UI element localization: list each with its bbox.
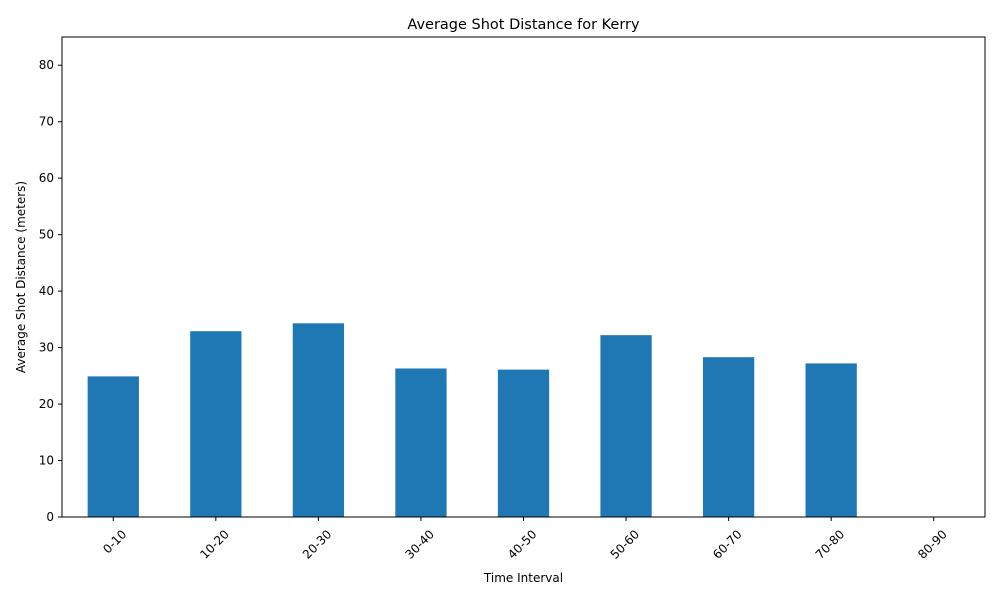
plot-frame: [61, 36, 986, 518]
x-tick-label: 20-30: [300, 527, 335, 562]
bars-group: [87, 323, 857, 517]
x-tick-label: 10-20: [197, 527, 232, 562]
x-tick-label: 30-40: [402, 527, 437, 562]
x-tick-label: 40-50: [505, 527, 540, 562]
x-tick-label: 50-60: [608, 527, 643, 562]
bar-40-50: [497, 369, 550, 517]
y-tick-label: 0: [46, 510, 54, 524]
bar-70-80: [805, 363, 857, 517]
bar-50-60: [600, 335, 652, 517]
y-tick-label: 30: [39, 341, 54, 355]
chart-title: Average Shot Distance for Kerry: [407, 17, 640, 33]
y-axis-label: Average Shot Distance (meters): [14, 181, 28, 373]
x-tick-label: 0-10: [100, 527, 129, 556]
y-tick-label: 20: [39, 397, 54, 411]
x-axis-label: Time Interval: [483, 571, 563, 585]
y-tick-label: 60: [39, 171, 54, 185]
x-tick-label: 60-70: [710, 527, 745, 562]
x-tick-label: 80-90: [915, 527, 950, 562]
bar-30-40: [395, 368, 447, 517]
x-tick-label: 70-80: [813, 527, 848, 562]
bar-60-70: [702, 357, 755, 517]
y-tick-label: 50: [39, 228, 54, 242]
y-tick-label: 40: [39, 284, 54, 298]
bar-20-30: [292, 323, 345, 517]
y-axis-ticks: 0 10 20 30 40 50 60 70 80: [39, 58, 62, 524]
y-tick-label: 80: [39, 58, 54, 72]
bar-10-20: [190, 331, 242, 517]
y-tick-label: 10: [39, 454, 54, 468]
x-axis-ticks: 0-10 10-20 20-30 30-40 40-50 50-60 60-70 70-80 8…: [100, 517, 950, 562]
bar-0-10: [87, 376, 139, 517]
y-tick-label: 70: [39, 115, 54, 129]
